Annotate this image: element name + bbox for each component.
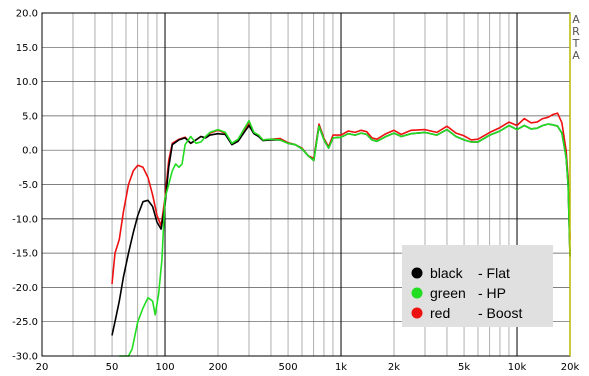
legend-label: black	[430, 265, 464, 281]
y-tick-label: -15.0	[12, 249, 38, 260]
series-line-2	[119, 119, 571, 357]
y-tick-label: 0.0	[22, 146, 38, 157]
x-tick-label: 20k	[561, 362, 580, 373]
x-tick-label: 10k	[508, 362, 527, 373]
x-tick-labels: 20 50 100 200 500 1k 2k 5k 10k 20k	[36, 362, 580, 373]
side-label-letter: R	[572, 25, 580, 38]
x-tick-label: 50	[106, 362, 119, 373]
y-tick-label: -25.0	[12, 317, 38, 328]
y-tick-label: 15.0	[16, 43, 38, 54]
legend-desc: - Boost	[478, 305, 522, 321]
y-tick-label: 20.0	[16, 9, 38, 20]
y-tick-labels: 20.0 15.0 10.0 5.0 0.0 -5.0 -10.0 -15.0 -20.0 -25…	[12, 9, 38, 363]
x-tick-label: 5k	[458, 362, 470, 373]
side-label-letter: A	[572, 49, 580, 62]
legend-marker	[411, 287, 423, 299]
legend-box	[402, 245, 553, 327]
side-label-letter: T	[572, 37, 580, 50]
legend-label: red	[430, 305, 450, 321]
y-tick-label: -5.0	[18, 180, 38, 191]
x-tick-label: 20	[36, 362, 49, 373]
legend-desc: - HP	[478, 285, 506, 301]
y-tick-label: -30.0	[12, 352, 38, 363]
x-tick-label: 200	[208, 362, 227, 373]
legend-marker	[411, 267, 423, 279]
x-tick-label: 100	[155, 362, 174, 373]
legend-marker	[411, 307, 423, 319]
y-tick-label: 10.0	[16, 77, 38, 88]
y-tick-label: -10.0	[12, 214, 38, 225]
series-layer	[111, 112, 571, 357]
y-tick-label: 5.0	[22, 111, 38, 122]
side-label-letter: A	[572, 13, 580, 26]
y-tick-label: -20.0	[12, 283, 38, 294]
x-tick-label: 500	[278, 362, 297, 373]
x-tick-label: 1k	[335, 362, 347, 373]
x-tick-label: 2k	[388, 362, 400, 373]
legend-label: green	[430, 285, 466, 301]
legend-desc: - Flat	[478, 265, 510, 281]
legend: black - Flat green - HP red - Boost	[402, 245, 553, 327]
